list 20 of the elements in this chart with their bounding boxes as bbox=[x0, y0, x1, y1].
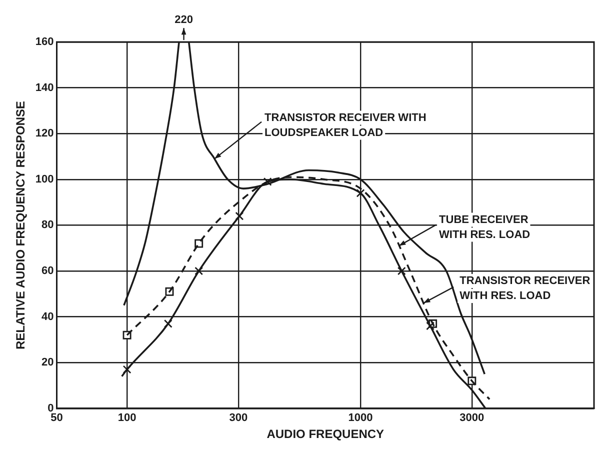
y-tick-label: 60 bbox=[42, 265, 54, 278]
y-axis-title: RELATIVE AUDIO FREQUENCY RESPONSE bbox=[14, 100, 28, 350]
x-tick-label: 3000 bbox=[460, 412, 484, 424]
y-tick-label: 120 bbox=[35, 128, 54, 140]
x-axis-title: AUDIO FREQUENCY bbox=[266, 427, 384, 442]
y-tick-label: 160 bbox=[35, 36, 54, 48]
x-tick-label: 100 bbox=[118, 412, 136, 424]
y-tick-label: 140 bbox=[35, 82, 54, 94]
x-tick-label: 50 bbox=[50, 412, 63, 424]
y-tick-label: 40 bbox=[42, 310, 54, 323]
annotation: TUBE RECEIVER WITH RES. LOAD bbox=[439, 214, 530, 241]
annotation: TRANSISTOR RECEIVER WITH RES. LOAD bbox=[460, 275, 590, 302]
x-tick-label: 300 bbox=[229, 412, 248, 424]
annotation: 220 bbox=[174, 14, 193, 26]
y-tick-label: 0 bbox=[48, 402, 54, 414]
annotation: TRANSISTOR RECEIVER WITH LOUDSPEAKER LOAD bbox=[264, 112, 426, 139]
x-tick-label: 1000 bbox=[348, 412, 373, 424]
y-tick-label: 80 bbox=[42, 219, 54, 232]
y-tick-label: 100 bbox=[35, 173, 54, 186]
y-tick-label: 20 bbox=[42, 356, 54, 369]
